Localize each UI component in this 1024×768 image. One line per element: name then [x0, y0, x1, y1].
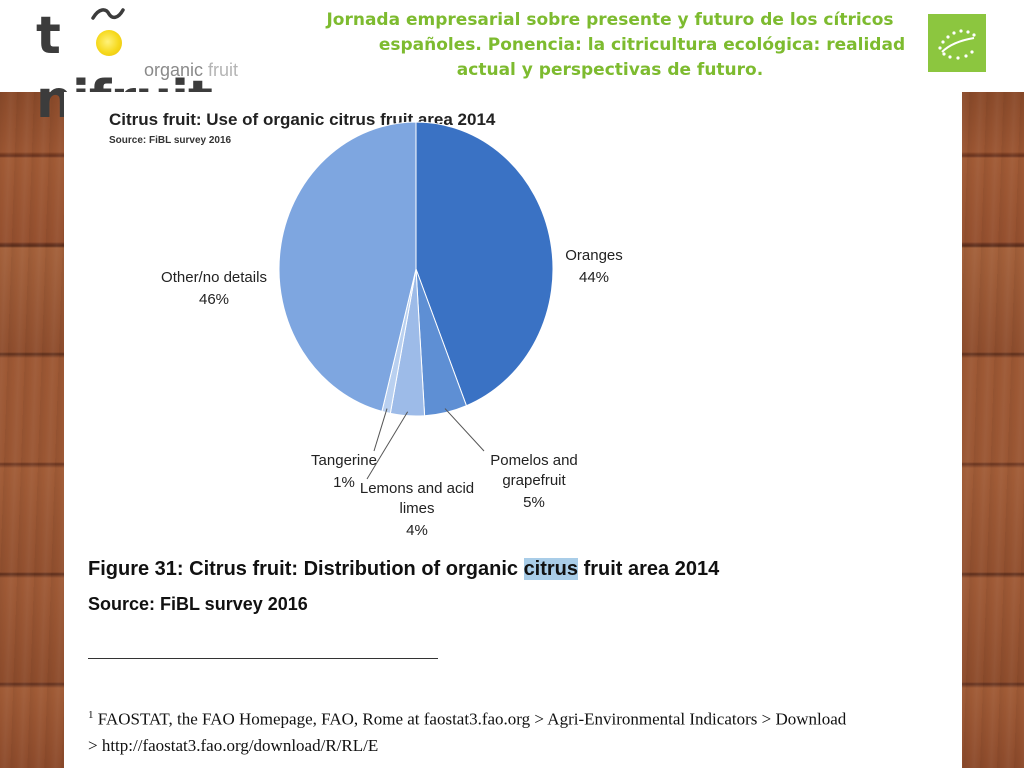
slice-value-label: 1% — [333, 474, 355, 491]
highlighted-word: citrus — [523, 558, 579, 580]
slice-value-label: 44% — [579, 269, 609, 286]
slice-label-lemons-and-acid-limes: Lemons and acid limes 4% — [360, 480, 474, 539]
slide-header: tnifruit organic fruit Jornada empresari… — [0, 0, 1024, 130]
logo-tagline: organic fruit — [144, 60, 239, 80]
lemon-icon — [96, 30, 122, 56]
slice-label-tangerine: Tangerine 1% — [311, 452, 377, 491]
slice-value-label: 4% — [406, 522, 428, 539]
slide-title-line-3: actual y perspectivas de futuro. — [456, 60, 764, 80]
document-page: Citrus fruit: Use of organic citrus frui… — [64, 92, 962, 768]
pie-slice-oranges — [415, 121, 554, 407]
chart-subtitle: Source: FiBL survey 2016 — [109, 135, 232, 146]
tilde-icon — [91, 8, 125, 20]
slide-title-line-2: españoles. Ponencia: la citricultura eco… — [378, 35, 906, 55]
figure-caption: Figure 31: Citrus fruit: Distribution of… — [88, 558, 720, 580]
pie-chart: Oranges 44% Pomelos and grapefruit 5% Lemons … — [161, 121, 623, 539]
pie-slice-other-no-details — [278, 121, 417, 413]
figure-source: Source: FiBL survey 2016 — [88, 594, 308, 614]
footnote: 1 FAOSTAT, the FAO Homepage, FAO, Rome a… — [88, 709, 847, 755]
leader-line — [366, 411, 409, 480]
slice-label-oranges: Oranges 44% — [565, 247, 623, 286]
slice-value-label: 5% — [523, 494, 545, 511]
slice-label-other-no-details: Other/no details 46% — [161, 269, 267, 308]
slice-value-label: 46% — [199, 291, 229, 308]
footnote-divider — [88, 658, 438, 659]
tonifruit-logo: tnifruit organic fruit — [34, 4, 264, 130]
slice-label-pomelos-and-grapefruit: Pomelos and grapefruit 5% — [490, 452, 578, 511]
leader-line — [373, 408, 388, 452]
slide-title: Jornada empresarial sobre presente y fut… — [300, 8, 920, 83]
leader-line — [444, 408, 485, 452]
slide-title-line-1: Jornada empresarial sobre presente y fut… — [326, 10, 894, 30]
eu-organic-leaf-icon — [928, 14, 986, 72]
